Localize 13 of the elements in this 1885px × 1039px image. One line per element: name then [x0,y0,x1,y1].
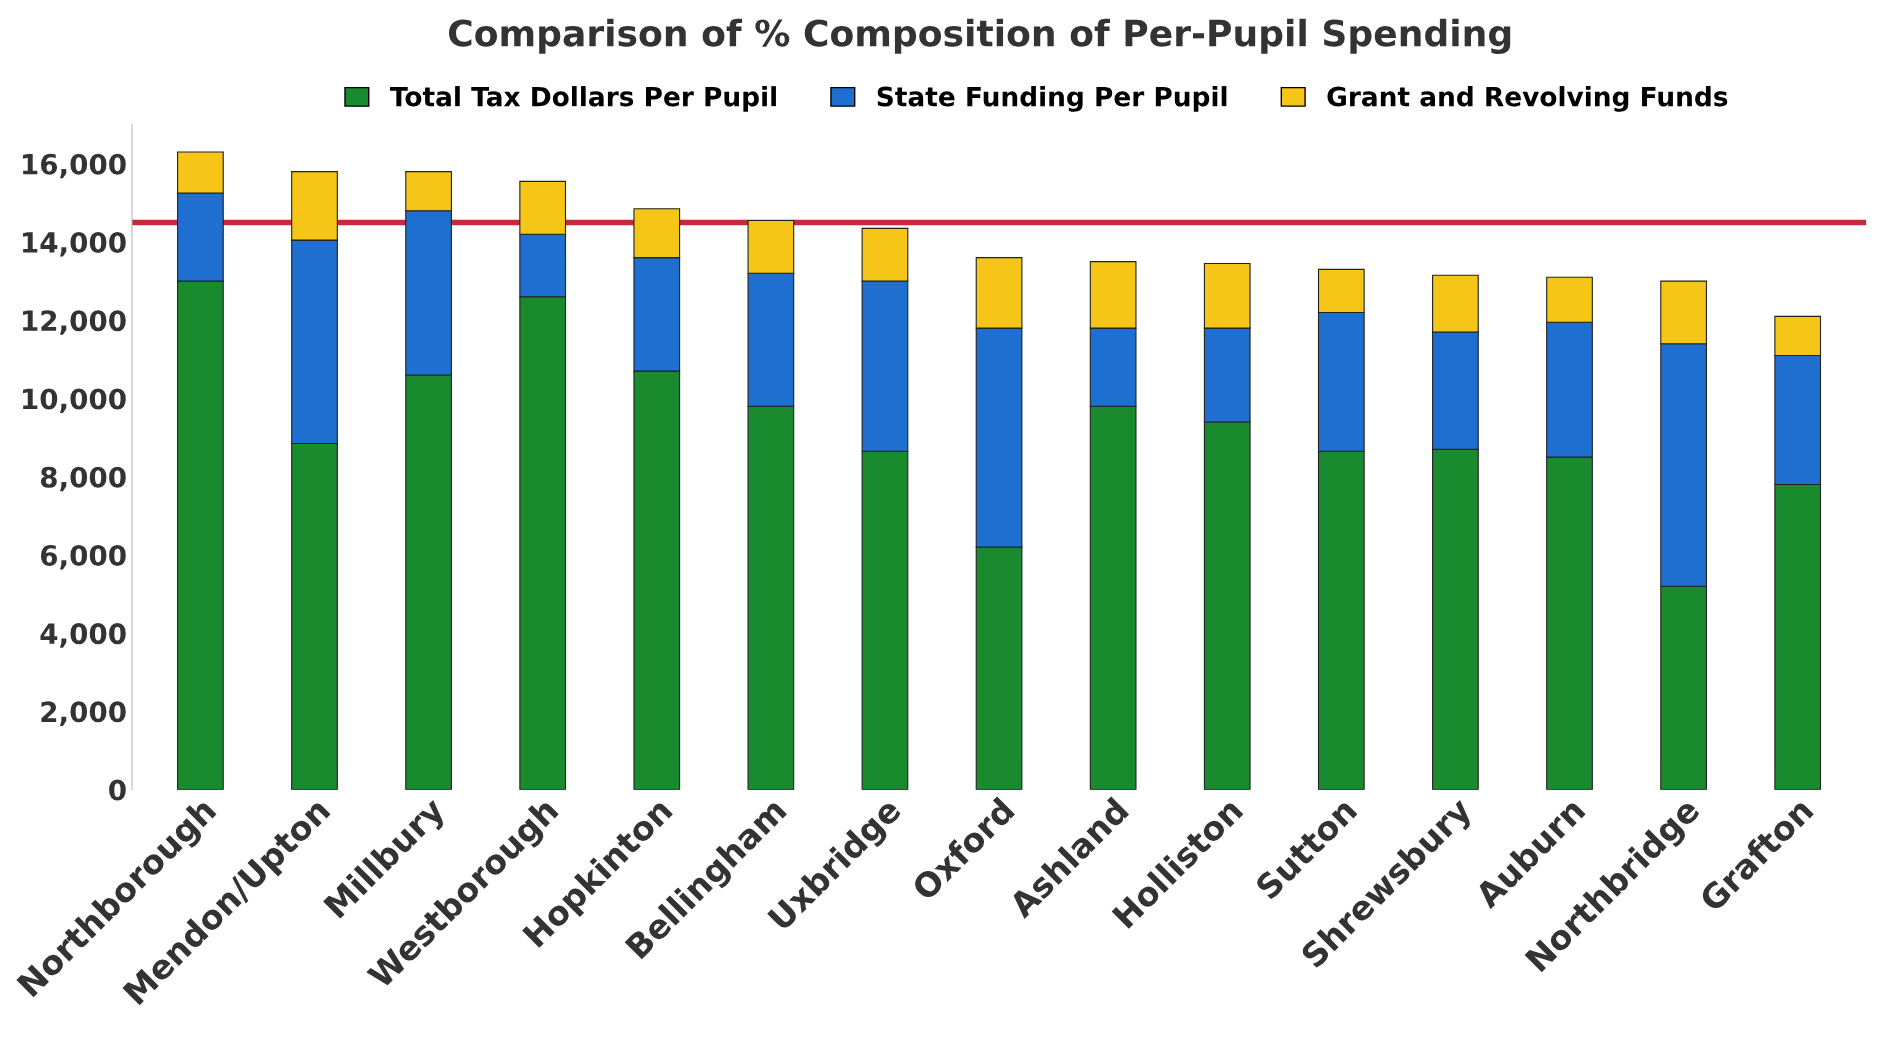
y-tick-label: 12,000 [23,310,126,335]
y-tick-label: 0 [109,779,126,801]
y-tick-label: 16,000 [23,153,126,179]
y-tick-label: 2,000 [41,701,126,726]
y-tick-label: 6,000 [40,544,126,570]
chart-title: Comparison of % Composition of Per-Pupil Spending [449,18,1511,54]
legend-label: State Funding Per Pupil [877,86,1227,112]
legend-label: Grant and Revolving Funds [1327,86,1728,112]
y-tick-label: 10,000 [23,388,126,413]
y-tick-label: 4,000 [40,623,126,648]
legend-label: Total Tax Dollars Per Pupil [389,86,776,112]
y-tick-label: 8,000 [40,466,126,492]
y-tick-label: 14,000 [23,231,126,257]
